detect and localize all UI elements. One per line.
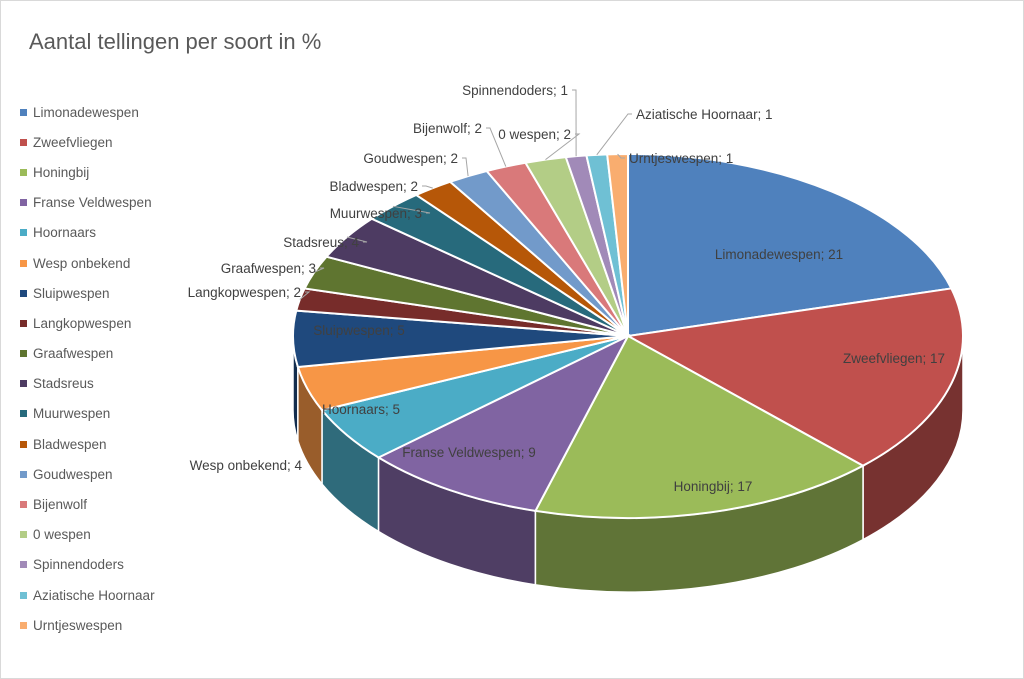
data-label-aziatische-hoornaar: Aziatische Hoornaar; 1 <box>636 107 773 122</box>
legend-swatch <box>20 440 27 448</box>
data-label-bladwespen: Bladwespen; 2 <box>329 179 418 194</box>
legend-item-bladwespen: Bladwespen <box>20 429 190 459</box>
legend-item-honingbij: Honingbij <box>20 157 190 187</box>
legend-item-aziatische-hoornaar: Aziatische Hoornaar <box>20 580 190 610</box>
slice-urntjeswespen <box>606 152 629 337</box>
legend-item-hoornaars: Hoornaars <box>20 218 190 248</box>
legend-item-wesp-onbekend: Wesp onbekend <box>20 248 190 278</box>
legend-label: Limonadewespen <box>33 104 139 120</box>
leader-line-goudwespen <box>462 157 469 177</box>
data-label-hoornaars: Hoornaars; 5 <box>322 402 400 417</box>
leader-line-bladwespen <box>422 185 433 189</box>
legend-swatch <box>20 259 27 267</box>
legend-label: Urntjeswespen <box>33 617 123 633</box>
legend-label: Honingbij <box>33 164 90 180</box>
legend-label: Aziatische Hoornaar <box>33 587 155 603</box>
legend-label: Graafwespen <box>33 346 114 362</box>
data-label-honingbij: Honingbij; 17 <box>674 479 753 494</box>
legend-swatch <box>20 319 27 327</box>
data-label-0-wespen: 0 wespen; 2 <box>498 127 571 142</box>
leader-line-langkopwespen <box>299 291 311 300</box>
legend-label: Stadsreus <box>33 376 94 392</box>
legend-label: 0 wespen <box>33 527 91 543</box>
slice-zweefvliegen <box>624 287 964 467</box>
data-label-limonadewespen: Limonadewespen; 21 <box>715 247 843 262</box>
legend-item-spinnendoders: Spinnendoders <box>20 550 190 580</box>
legend-label: Wesp onbekend <box>33 255 131 271</box>
legend-swatch <box>20 380 27 388</box>
legend-swatch <box>20 501 27 509</box>
legend-swatch <box>20 199 27 207</box>
legend-swatch <box>20 410 27 418</box>
data-label-zweefvliegen: Zweefvliegen; 17 <box>843 351 945 366</box>
slice-limonadewespen <box>627 152 953 338</box>
legend-label: Zweefvliegen <box>33 134 113 150</box>
data-label-graafwespen: Graafwespen; 3 <box>221 261 316 276</box>
legend-item-0-wespen: 0 wespen <box>20 520 190 550</box>
legend-item-franse-veldwespen: Franse Veldwespen <box>20 188 190 218</box>
data-label-stadsreus: Stadsreus; 4 <box>283 235 359 250</box>
legend-label: Bijenwolf <box>33 497 88 513</box>
legend-swatch <box>20 168 27 176</box>
data-label-urntjeswespen: Urntjeswespen; 1 <box>629 151 733 166</box>
legend-swatch <box>20 108 27 116</box>
leader-line-bijenwolf <box>486 127 507 167</box>
slice-honingbij <box>533 334 866 519</box>
data-label-franse-veldwespen: Franse Veldwespen; 9 <box>402 445 536 460</box>
data-label-spinnendoders: Spinnendoders; 1 <box>462 83 568 98</box>
legend-item-langkopwespen: Langkopwespen <box>20 308 190 338</box>
slice-franse-veldwespen <box>376 333 631 513</box>
legend-item-urntjeswespen: Urntjeswespen <box>20 610 190 640</box>
legend-label: Goudwespen <box>33 466 113 482</box>
legend-swatch <box>20 561 27 569</box>
legend-label: Bladwespen <box>33 436 107 452</box>
legend-swatch <box>20 350 27 358</box>
legend-swatch <box>20 621 27 629</box>
legend-label: Franse Veldwespen <box>33 195 152 211</box>
data-label-bijenwolf: Bijenwolf; 2 <box>413 121 482 136</box>
data-label-wesp-onbekend: Wesp onbekend; 4 <box>190 458 303 473</box>
legend-item-muurwespen: Muurwespen <box>20 399 190 429</box>
leader-line-spinnendoders <box>572 89 577 157</box>
data-label-sluipwespen: Sluipwespen; 5 <box>313 323 405 338</box>
legend-swatch <box>20 470 27 478</box>
data-label-langkopwespen: Langkopwespen; 2 <box>188 285 301 300</box>
legend-swatch <box>20 229 27 237</box>
legend-label: Muurwespen <box>33 406 111 422</box>
legend-swatch <box>20 591 27 599</box>
leader-line-muurwespen <box>392 205 431 214</box>
legend-item-zweefvliegen: Zweefvliegen <box>20 127 190 157</box>
leader-line-stadsreus <box>346 236 368 243</box>
legend-label: Langkopwespen <box>33 315 132 331</box>
legend-swatch <box>20 531 27 539</box>
legend-item-stadsreus: Stadsreus <box>20 369 190 399</box>
legend-item-bijenwolf: Bijenwolf <box>20 489 190 519</box>
leader-line-graafwespen <box>314 267 325 273</box>
legend-label: Hoornaars <box>33 225 97 241</box>
legend: Limonadewespen Zweefvliegen Honingbij Frans… <box>20 97 190 640</box>
data-label-muurwespen: Muurwespen; 3 <box>330 206 422 221</box>
legend-item-goudwespen: Goudwespen <box>20 459 190 489</box>
legend-item-sluipwespen: Sluipwespen <box>20 278 190 308</box>
legend-swatch <box>20 289 27 297</box>
leader-line-urntjeswespen <box>617 153 625 159</box>
legend-item-graafwespen: Graafwespen <box>20 339 190 369</box>
data-label-goudwespen: Goudwespen; 2 <box>363 151 458 166</box>
legend-label: Sluipwespen <box>33 285 110 301</box>
chart-title: Aantal tellingen per soort in % <box>29 29 322 54</box>
leader-line-aziatische-hoornaar <box>596 113 632 156</box>
legend-item-limonadewespen: Limonadewespen <box>20 97 190 127</box>
legend-label: Spinnendoders <box>33 557 124 573</box>
legend-swatch <box>20 138 27 146</box>
